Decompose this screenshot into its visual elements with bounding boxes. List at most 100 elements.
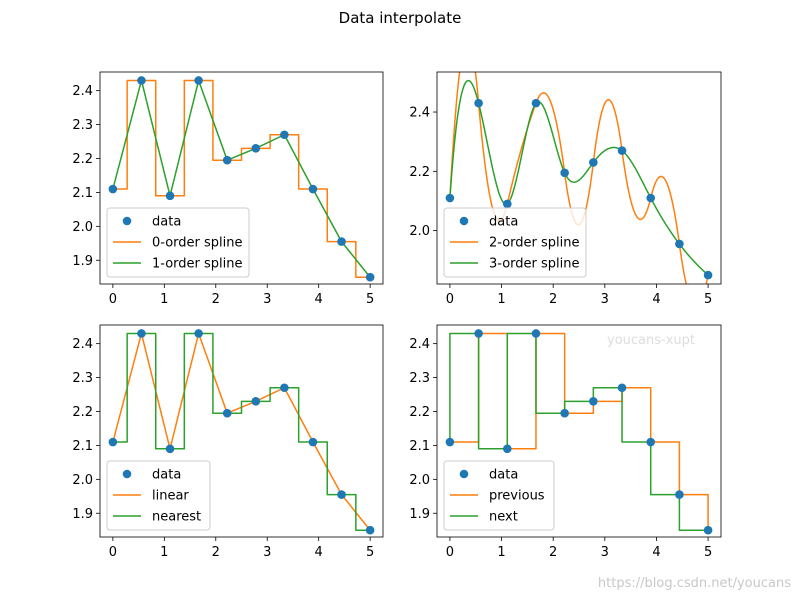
y-tick-label: 2.4 bbox=[409, 337, 430, 352]
axes-frame bbox=[99, 71, 384, 285]
data-point bbox=[502, 444, 512, 454]
y-tick-label: 2.4 bbox=[409, 106, 430, 121]
legend-label: data bbox=[489, 215, 518, 230]
subplots: 0 1 2 3 4 5 1.9 2.0 2.1 2.2 2.3 2.4 data 0-order spli… bbox=[72, 71, 722, 560]
legend-marker-data bbox=[122, 216, 132, 226]
x-tick-label: 5 bbox=[704, 292, 712, 307]
legend-marker-data bbox=[459, 216, 469, 226]
legend-marker-data bbox=[459, 469, 469, 479]
data-point bbox=[646, 437, 656, 447]
data-point bbox=[474, 98, 483, 108]
legend-label: data bbox=[152, 468, 181, 483]
y-tick-label: 2.1 bbox=[409, 439, 430, 454]
legend-label: previous bbox=[489, 489, 545, 504]
x-tick-label: 3 bbox=[601, 292, 609, 307]
x-tick-label: 0 bbox=[109, 292, 117, 307]
data-point bbox=[617, 383, 627, 393]
data-point bbox=[137, 76, 146, 85]
data-point bbox=[194, 329, 203, 338]
x-tick-label: 3 bbox=[263, 292, 271, 307]
data-point bbox=[165, 444, 175, 454]
legend: data previous next bbox=[443, 460, 555, 531]
data-point bbox=[251, 397, 261, 406]
data-point bbox=[308, 437, 318, 447]
data-point bbox=[280, 383, 289, 393]
x-tick-label: 4 bbox=[315, 292, 323, 307]
data-point bbox=[222, 155, 232, 165]
data-point bbox=[445, 193, 455, 203]
subplot-bottom-left: 0 1 2 3 4 5 1.9 2.0 2.1 2.2 2.3 2.4 data linear neares… bbox=[72, 324, 384, 560]
legend-label: 3-order spline bbox=[489, 257, 580, 272]
legend-box bbox=[106, 207, 250, 278]
legend-marker-data bbox=[122, 469, 132, 479]
data-point bbox=[194, 76, 203, 85]
x-tick-label: 0 bbox=[446, 545, 454, 560]
legend-label: data bbox=[489, 468, 518, 483]
y-tick-label: 2.1 bbox=[72, 439, 93, 454]
data-point bbox=[560, 408, 569, 418]
x-tick-label: 3 bbox=[601, 545, 609, 560]
data-point bbox=[502, 199, 512, 209]
data-point bbox=[531, 98, 541, 108]
data-point bbox=[337, 490, 346, 499]
watermark-corner: https://blog.csdn.net/youcans bbox=[598, 576, 791, 591]
data-point bbox=[165, 191, 175, 201]
data-point bbox=[108, 184, 118, 194]
legend-label: nearest bbox=[152, 510, 201, 525]
y-tick-label: 2.0 bbox=[72, 473, 93, 488]
x-tick-label: 2 bbox=[549, 292, 557, 307]
data-point bbox=[589, 158, 598, 167]
axes-frame bbox=[436, 71, 722, 285]
x-tick-label: 4 bbox=[652, 292, 660, 307]
x-tick-label: 2 bbox=[212, 545, 220, 560]
data-point bbox=[646, 193, 656, 203]
data-point bbox=[474, 329, 483, 338]
y-tick-label: 2.3 bbox=[72, 118, 93, 133]
legend-label: 1-order spline bbox=[152, 257, 243, 272]
series-line-nearest bbox=[112, 332, 371, 531]
data-point bbox=[308, 184, 318, 194]
axes-frame bbox=[99, 324, 384, 538]
data-point bbox=[675, 239, 684, 249]
data-point bbox=[703, 525, 713, 535]
y-tick-label: 2.3 bbox=[409, 371, 430, 386]
data-point bbox=[365, 272, 375, 282]
x-tick-label: 5 bbox=[366, 545, 374, 560]
axes-frame bbox=[436, 324, 722, 538]
legend-label: next bbox=[489, 510, 518, 525]
x-tick-label: 1 bbox=[160, 292, 168, 307]
y-tick-label: 2.2 bbox=[72, 405, 93, 420]
subplot-top-left: 0 1 2 3 4 5 1.9 2.0 2.1 2.2 2.3 2.4 data 0-order spli… bbox=[72, 71, 384, 307]
y-tick-label: 2.0 bbox=[409, 224, 430, 239]
data-point bbox=[675, 490, 684, 499]
x-tick-label: 2 bbox=[212, 292, 220, 307]
series-line-3-order-spline bbox=[449, 79, 709, 276]
data-point bbox=[617, 146, 627, 155]
legend: data 2-order spline 3-order spline bbox=[443, 207, 587, 278]
y-tick-label: 2.4 bbox=[72, 337, 93, 352]
legend-label: data bbox=[152, 215, 181, 230]
x-tick-label: 0 bbox=[446, 292, 454, 307]
x-tick-label: 1 bbox=[160, 545, 168, 560]
y-tick-label: 2.2 bbox=[72, 152, 93, 167]
data-point bbox=[589, 397, 598, 406]
x-tick-label: 3 bbox=[263, 545, 271, 560]
x-tick-label: 4 bbox=[652, 545, 660, 560]
data-point bbox=[251, 144, 261, 153]
x-tick-label: 1 bbox=[497, 292, 505, 307]
y-tick-label: 1.9 bbox=[72, 254, 93, 269]
series-line-linear bbox=[112, 332, 371, 531]
y-tick-label: 2.3 bbox=[72, 371, 93, 386]
x-tick-label: 1 bbox=[497, 545, 505, 560]
legend-box bbox=[443, 460, 555, 531]
data-point bbox=[137, 329, 146, 338]
subplot-bottom-right: 0 1 2 3 4 5 1.9 2.0 2.1 2.2 2.3 2.4 data previous next bbox=[409, 324, 722, 560]
data-point bbox=[365, 525, 375, 535]
series-line-next bbox=[449, 332, 709, 531]
legend-box bbox=[443, 207, 587, 278]
y-tick-label: 2.4 bbox=[72, 84, 93, 99]
y-tick-label: 2.0 bbox=[72, 220, 93, 235]
data-point bbox=[531, 329, 541, 338]
x-tick-label: 2 bbox=[549, 545, 557, 560]
